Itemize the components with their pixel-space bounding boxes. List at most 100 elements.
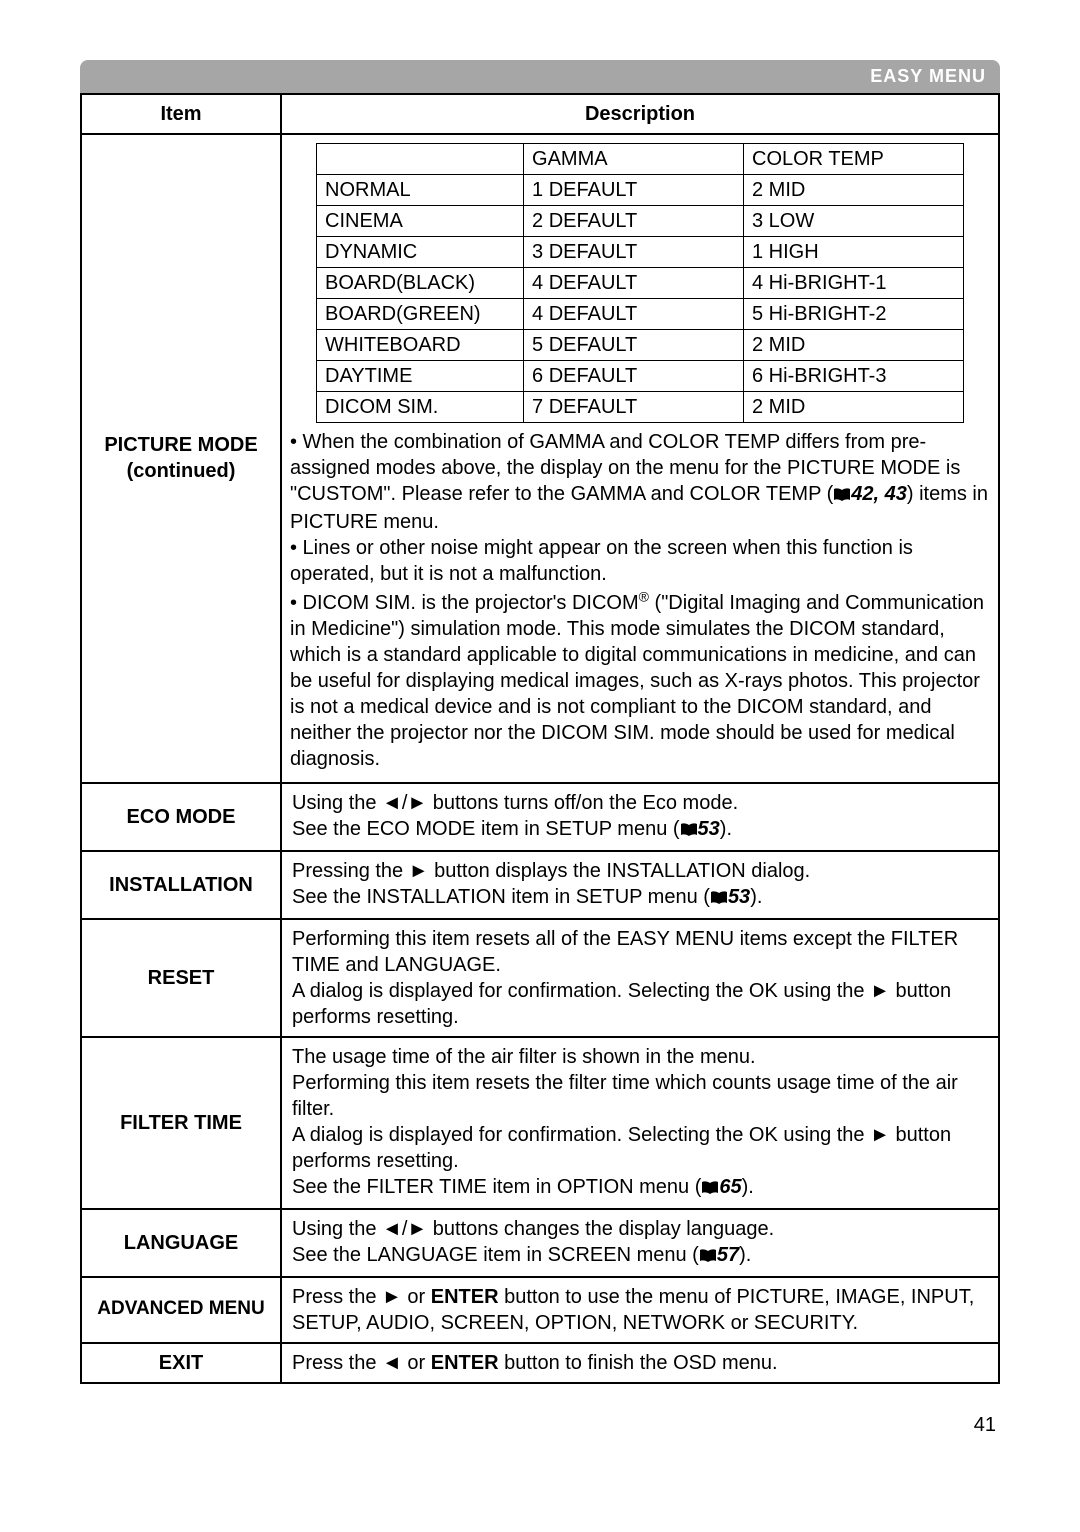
eco-ref: 53 (698, 818, 720, 840)
inst-ref: 53 (728, 886, 750, 908)
inner-cell: 4 DEFAULT (524, 299, 744, 330)
picture-mode-line1: PICTURE MODE (104, 434, 257, 456)
exit-pre: Press the ◄ or (292, 1352, 431, 1374)
adv-enter: ENTER (431, 1286, 499, 1308)
inst-line2-post: ). (750, 886, 762, 908)
inner-cell: 4 Hi-BRIGHT-1 (744, 268, 964, 299)
inner-cell: WHITEBOARD (317, 330, 524, 361)
table-header-row: Item Description (81, 94, 999, 134)
inner-cell: 3 LOW (744, 206, 964, 237)
label-installation: INSTALLATION (81, 851, 281, 919)
inner-cell: 2 DEFAULT (524, 206, 744, 237)
inner-cell: BOARD(BLACK) (317, 268, 524, 299)
note-1-ref: 42, 43 (851, 483, 907, 505)
inner-cell: BOARD(GREEN) (317, 299, 524, 330)
inner-cell: CINEMA (317, 206, 524, 237)
eco-line2-post: ). (720, 818, 732, 840)
inner-cell: 2 MID (744, 330, 964, 361)
ft-p1: The usage time of the air filter is show… (292, 1046, 756, 1068)
picture-mode-line2: (continued) (127, 460, 236, 482)
picture-mode-inner-table: GAMMA COLOR TEMP NORMAL1 DEFAULT2 MID CI… (316, 143, 964, 423)
ft-p4-pre: See the FILTER TIME item in OPTION menu … (292, 1176, 701, 1198)
inner-cell: 2 MID (744, 175, 964, 206)
inner-h-blank (317, 144, 524, 175)
inner-row: DYNAMIC3 DEFAULT1 HIGH (317, 237, 964, 268)
inner-cell: 6 DEFAULT (524, 361, 744, 392)
inner-row: DICOM SIM.7 DEFAULT2 MID (317, 392, 964, 423)
desc-filter-time: The usage time of the air filter is show… (281, 1037, 999, 1209)
label-picture-mode: PICTURE MODE (continued) (81, 134, 281, 783)
note-3: • DICOM SIM. is the projector's DICOM® (… (290, 592, 984, 770)
ft-ref: 65 (719, 1176, 741, 1198)
row-advanced-menu: ADVANCED MENU Press the ► or ENTER butto… (81, 1277, 999, 1343)
desc-installation: Pressing the ► button displays the INSTA… (281, 851, 999, 919)
desc-eco-mode: Using the ◄/► buttons turns off/on the E… (281, 783, 999, 851)
inner-cell: 5 DEFAULT (524, 330, 744, 361)
desc-language: Using the ◄/► buttons changes the displa… (281, 1209, 999, 1277)
inner-cell: 4 DEFAULT (524, 268, 744, 299)
page-number: 41 (80, 1414, 1000, 1437)
inner-h-colortemp: COLOR TEMP (744, 144, 964, 175)
desc-advanced-menu: Press the ► or ENTER button to use the m… (281, 1277, 999, 1343)
inner-row: WHITEBOARD5 DEFAULT2 MID (317, 330, 964, 361)
inner-row: CINEMA2 DEFAULT3 LOW (317, 206, 964, 237)
adv-pre: Press the ► or (292, 1286, 431, 1308)
inner-cell: NORMAL (317, 175, 524, 206)
inner-row: DAYTIME6 DEFAULT6 Hi-BRIGHT-3 (317, 361, 964, 392)
row-filter-time: FILTER TIME The usage time of the air fi… (81, 1037, 999, 1209)
inner-cell: DAYTIME (317, 361, 524, 392)
inner-cell: 6 Hi-BRIGHT-3 (744, 361, 964, 392)
label-exit: EXIT (81, 1343, 281, 1383)
picture-mode-notes: • When the combination of GAMMA and COLO… (288, 425, 992, 776)
exit-post: button to finish the OSD menu. (499, 1352, 778, 1374)
inner-cell: 3 DEFAULT (524, 237, 744, 268)
ft-p2: Performing this item resets the filter t… (292, 1072, 958, 1120)
row-reset: RESET Performing this item resets all of… (81, 919, 999, 1037)
inner-cell: 1 DEFAULT (524, 175, 744, 206)
inner-row: NORMAL1 DEFAULT2 MID (317, 175, 964, 206)
label-language: LANGUAGE (81, 1209, 281, 1277)
inner-cell: 1 HIGH (744, 237, 964, 268)
inner-cell: 5 Hi-BRIGHT-2 (744, 299, 964, 330)
note-2: • Lines or other noise might appear on t… (290, 537, 913, 585)
desc-exit: Press the ◄ or ENTER button to finish th… (281, 1343, 999, 1383)
desc-picture-mode: GAMMA COLOR TEMP NORMAL1 DEFAULT2 MID CI… (281, 134, 999, 783)
inst-line2-pre: See the INSTALLATION item in SETUP menu … (292, 886, 710, 908)
inst-line1: Pressing the ► button displays the INSTA… (292, 860, 810, 882)
label-filter-time: FILTER TIME (81, 1037, 281, 1209)
book-icon (680, 818, 698, 844)
book-icon (710, 886, 728, 912)
page: EASY MENU Item Description PICTURE MODE … (0, 0, 1080, 1477)
inner-h-gamma: GAMMA (524, 144, 744, 175)
row-eco-mode: ECO MODE Using the ◄/► buttons turns off… (81, 783, 999, 851)
label-eco-mode: ECO MODE (81, 783, 281, 851)
book-icon (833, 483, 851, 509)
exit-enter: ENTER (431, 1352, 499, 1374)
eco-line1: Using the ◄/► buttons turns off/on the E… (292, 792, 738, 814)
inner-cell: 2 MID (744, 392, 964, 423)
lang-line1: Using the ◄/► buttons changes the displa… (292, 1218, 774, 1240)
book-icon (699, 1244, 717, 1270)
menu-table: Item Description PICTURE MODE (continued… (80, 93, 1000, 1384)
eco-line2-pre: See the ECO MODE item in SETUP menu ( (292, 818, 680, 840)
row-language: LANGUAGE Using the ◄/► buttons changes t… (81, 1209, 999, 1277)
inner-header-row: GAMMA COLOR TEMP (317, 144, 964, 175)
section-header: EASY MENU (80, 60, 1000, 93)
inner-cell: DICOM SIM. (317, 392, 524, 423)
inner-row: BOARD(GREEN)4 DEFAULT5 Hi-BRIGHT-2 (317, 299, 964, 330)
ft-p4-post: ). (742, 1176, 754, 1198)
lang-line2-post: ). (739, 1244, 751, 1266)
label-reset: RESET (81, 919, 281, 1037)
lang-line2-pre: See the LANGUAGE item in SCREEN menu ( (292, 1244, 699, 1266)
row-installation: INSTALLATION Pressing the ► button displ… (81, 851, 999, 919)
col-header-description: Description (281, 94, 999, 134)
ft-p3: A dialog is displayed for confirmation. … (292, 1124, 951, 1172)
row-picture-mode: PICTURE MODE (continued) GAMMA COLOR TEM… (81, 134, 999, 783)
col-header-item: Item (81, 94, 281, 134)
inner-table-wrap: GAMMA COLOR TEMP NORMAL1 DEFAULT2 MID CI… (288, 141, 992, 425)
inner-cell: DYNAMIC (317, 237, 524, 268)
book-icon (701, 1176, 719, 1202)
inner-row: BOARD(BLACK)4 DEFAULT4 Hi-BRIGHT-1 (317, 268, 964, 299)
row-exit: EXIT Press the ◄ or ENTER button to fini… (81, 1343, 999, 1383)
label-advanced-menu: ADVANCED MENU (81, 1277, 281, 1343)
